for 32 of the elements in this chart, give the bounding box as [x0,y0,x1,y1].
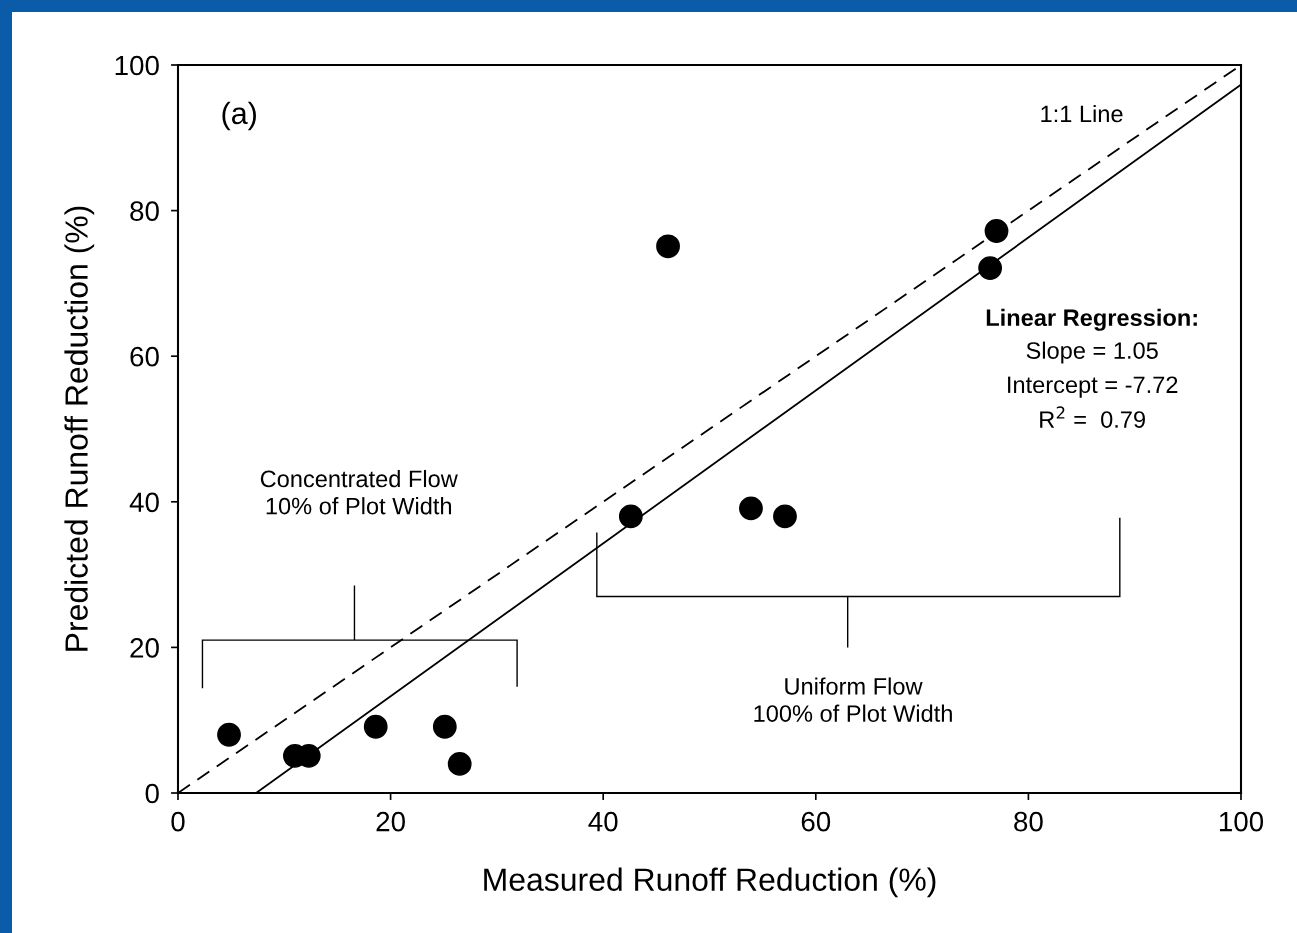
x-tick-label: 60 [801,811,831,832]
point [447,751,472,776]
annotation: Concentrated Flow 10% of Plot Width [260,469,458,515]
point [773,504,797,529]
annotation: 1:1 Line [1041,104,1123,123]
x-tick-label: 20 [376,811,405,832]
annotation: Linear Regression: [986,308,1197,331]
point [739,496,763,521]
x-tick-label: 80 [1014,811,1043,832]
y-axis-title: Predicted Runoff Reduction (%) [64,206,95,651]
y-tick-label: 80 [130,201,159,221]
point [656,234,680,259]
point [363,714,388,739]
y-tick-label: 40 [129,492,159,513]
annotation: Slope = 1.05 [1026,341,1158,364]
x-tick-label: 100 [1219,811,1264,832]
point [432,714,457,739]
y-tick-label: 60 [130,346,159,367]
x-axis-title: Measured Runoff Reduction (%) [484,867,936,898]
y-tick-label: 20 [130,638,159,658]
annotation: Uniform Flow 100% of Plot Width [754,677,952,722]
annotation: (a) [222,101,256,131]
point [978,256,1003,281]
point [618,504,643,529]
annotation: R$^{2}$ = 0.79 [1040,406,1145,428]
y-tick-label: 0 [145,783,159,804]
y-tick-label: 100 [115,55,159,76]
x-tick-label: 40 [588,811,618,832]
point [217,722,241,747]
x-tick-label: 0 [171,811,185,832]
annotation: Intercept = -7.72 [1008,376,1178,398]
point [984,219,1009,243]
